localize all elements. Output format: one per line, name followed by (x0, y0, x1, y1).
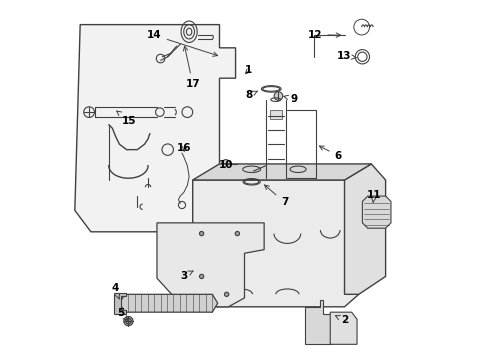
Text: 17: 17 (183, 46, 200, 89)
Text: 6: 6 (319, 146, 341, 161)
Circle shape (224, 292, 228, 296)
Circle shape (199, 231, 203, 236)
Circle shape (235, 231, 239, 236)
Circle shape (123, 316, 133, 326)
Circle shape (199, 274, 203, 279)
Text: 11: 11 (366, 190, 380, 203)
Polygon shape (119, 294, 217, 312)
Polygon shape (344, 164, 385, 294)
Polygon shape (75, 24, 235, 232)
Text: 15: 15 (117, 111, 137, 126)
Polygon shape (192, 164, 370, 180)
Circle shape (274, 92, 282, 100)
Polygon shape (305, 300, 331, 344)
Text: 2: 2 (335, 315, 348, 325)
Text: 13: 13 (336, 51, 356, 61)
Text: 7: 7 (264, 185, 287, 207)
Text: 10: 10 (218, 160, 232, 170)
Text: 16: 16 (177, 143, 191, 153)
Text: 1: 1 (244, 65, 252, 75)
Polygon shape (329, 312, 356, 344)
Polygon shape (270, 111, 281, 119)
Circle shape (221, 159, 230, 168)
Text: 5: 5 (117, 308, 127, 320)
Circle shape (125, 318, 131, 324)
Polygon shape (192, 180, 358, 307)
Text: 3: 3 (180, 271, 193, 281)
Text: 8: 8 (244, 90, 257, 100)
Text: 4: 4 (111, 283, 120, 299)
Text: 12: 12 (307, 30, 340, 40)
Text: 9: 9 (283, 94, 297, 104)
Polygon shape (114, 293, 125, 314)
Text: 14: 14 (147, 30, 217, 56)
Polygon shape (157, 223, 264, 307)
Polygon shape (362, 196, 390, 228)
